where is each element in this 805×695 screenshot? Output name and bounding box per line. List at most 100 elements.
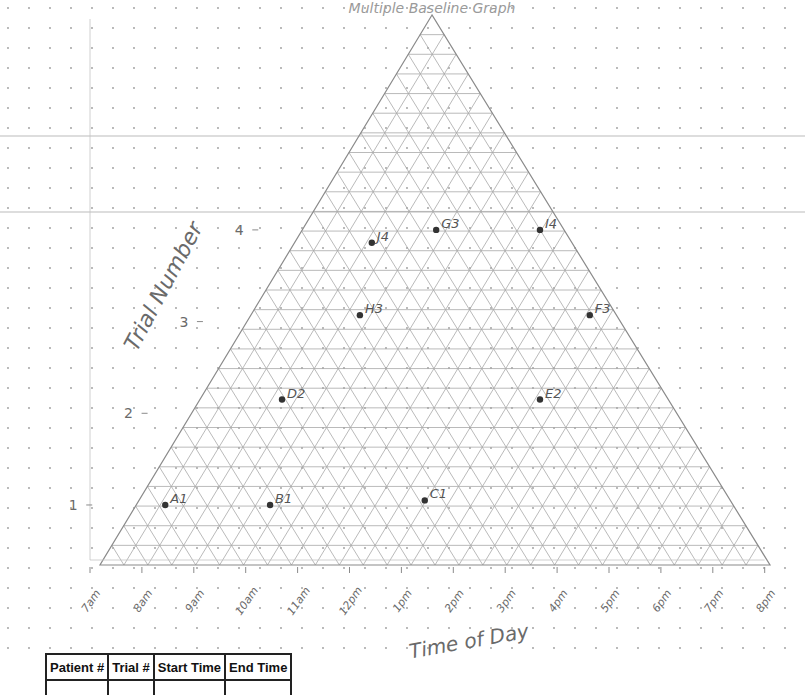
paper-dot [259,627,261,629]
paper-dot [679,47,681,49]
point [587,312,593,318]
paper-dot [112,487,114,489]
paper-dot [385,507,387,509]
paper-dot [595,7,597,9]
paper-dot [91,527,93,529]
paper-dot [364,647,366,649]
paper-dot [532,27,534,29]
page: Multiple Baseline Graph7am8am9am10am11am… [0,0,805,695]
paper-dot [616,307,618,309]
paper-dot [595,587,597,589]
paper-dot [427,607,429,609]
paper-dot [721,87,723,89]
paper-dot [595,627,597,629]
paper-dot [7,587,9,589]
paper-dot [91,487,93,489]
paper-dot [406,607,408,609]
paper-dot [49,607,51,609]
paper-dot [763,307,765,309]
paper-dot [469,87,471,89]
paper-dot [658,287,660,289]
paper-dot [70,67,72,69]
paper-dot [658,347,660,349]
paper-dot [364,227,366,229]
paper-dot [301,7,303,9]
paper-dot [322,187,324,189]
paper-dot [742,167,744,169]
paper-dot [427,587,429,589]
paper-dot [112,227,114,229]
paper-dot [700,47,702,49]
paper-dot [196,647,198,649]
paper-dot [784,207,786,209]
paper-dot [175,607,177,609]
paper-dot [721,127,723,129]
x-tick [141,567,142,573]
paper-dot [343,467,345,469]
paper-dot [343,67,345,69]
paper-dot [175,147,177,149]
paper-dot [49,107,51,109]
paper-dot [70,287,72,289]
paper-dot [469,327,471,329]
paper-dot [448,527,450,529]
paper-dot [28,7,30,9]
paper-dot [70,447,72,449]
paper-dot [679,527,681,529]
paper-dot [133,427,135,429]
paper-dot [658,207,660,209]
paper-dot [742,607,744,609]
paper-dot [700,187,702,189]
paper-dot [91,47,93,49]
paper-dot [112,47,114,49]
paper-dot [322,527,324,529]
y-tick-label: 2 [124,405,133,421]
paper-dot [553,467,555,469]
paper-dot [7,267,9,269]
paper-dot [91,207,93,209]
paper-dot [700,487,702,489]
paper-dot [133,307,135,309]
paper-dot [217,227,219,229]
paper-dot [91,167,93,169]
paper-dot [301,187,303,189]
x-tick-label: 7pm [702,587,727,615]
paper-dot [259,487,261,489]
header-cell: Patient # [46,654,108,680]
paper-dot [679,607,681,609]
paper-dot [700,287,702,289]
paper-dot [700,587,702,589]
x-tick-label: 4pm [546,587,571,615]
paper-dot [574,527,576,529]
paper-dot [406,307,408,309]
paper-dot [721,227,723,229]
paper-dot [763,107,765,109]
paper-dot [679,207,681,209]
paper-dot [721,7,723,9]
paper-dot [574,627,576,629]
paper-dot [343,507,345,509]
paper-dot [658,227,660,229]
paper-dot [133,267,135,269]
paper-dot [427,507,429,509]
paper-dot [322,587,324,589]
paper-dot [70,227,72,229]
paper-dot [343,227,345,229]
paper-dot [616,67,618,69]
paper-dot [70,487,72,489]
paper-dot [700,87,702,89]
paper-dot [175,307,177,309]
paper-dot [721,47,723,49]
paper-dot [784,87,786,89]
paper-dot [679,107,681,109]
paper-dot [532,647,534,649]
paper-dot [343,107,345,109]
paper-dot [574,127,576,129]
paper-dot [133,107,135,109]
paper-dot [784,367,786,369]
grid-line [207,388,316,565]
paper-dot [742,507,744,509]
paper-dot [175,167,177,169]
paper-dot [154,147,156,149]
paper-dot [70,167,72,169]
